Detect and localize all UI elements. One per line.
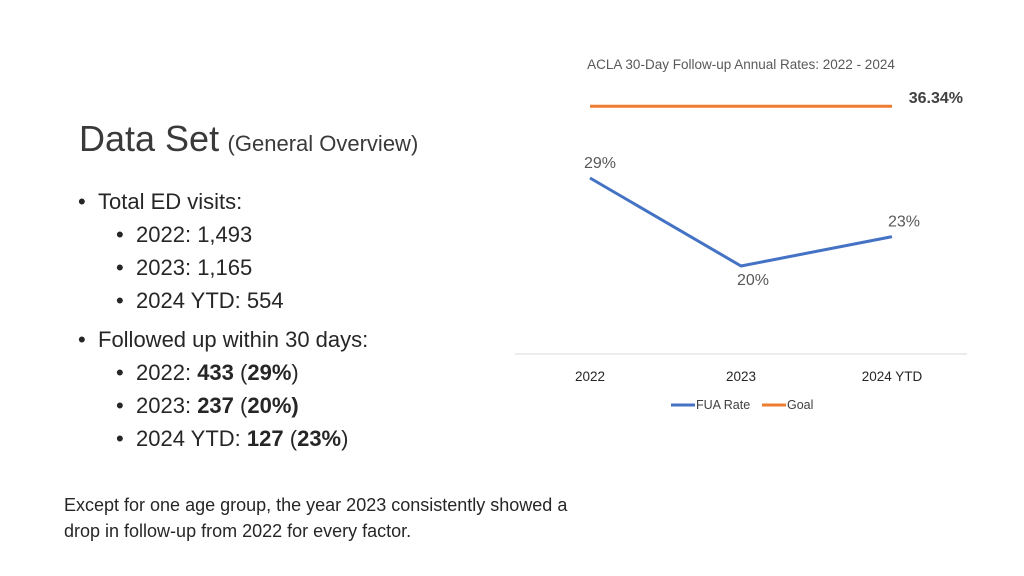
bullet-paren-open: ( xyxy=(240,393,248,418)
bullet-followed-up: Followed up within 30 days: xyxy=(76,323,368,356)
legend-label-fua-rate: FUA Rate xyxy=(696,398,750,412)
x-tick-label: 2024 YTD xyxy=(862,369,923,384)
bullet-paren-open: ( xyxy=(289,426,298,451)
fua-rate-series-line xyxy=(589,176,893,268)
bullet-count: 554 xyxy=(246,288,284,313)
bullet-label: Followed up within 30 days: xyxy=(98,327,369,352)
bullet-label: Total ED visits: xyxy=(98,189,243,214)
chart-marks: 36.34% 29% 20% 23% 2022 2023 2024 YTD FUA Rate G… xyxy=(575,90,963,412)
bullet-year: 2024 YTD: xyxy=(136,426,241,451)
bullet-percent: 23% xyxy=(297,426,342,451)
x-tick-label: 2023 xyxy=(726,369,756,384)
bullet-followup-2022: 2022: 433 (29%) xyxy=(76,356,368,389)
bullet-followup-2024: 2024 YTD: 127 (23%) xyxy=(76,422,368,455)
bullet-paren-open: ( xyxy=(240,360,248,385)
bullet-percent: 20%) xyxy=(247,393,299,418)
bullet-count: 1,493 xyxy=(197,222,253,247)
footnote: Except for one age group, the year 2023 … xyxy=(64,495,568,541)
bullet-count: 127 xyxy=(246,426,284,451)
bullet-list: Total ED visits: 2022: 1,493 2023: 1,165… xyxy=(76,185,368,455)
goal-end-label: 36.34% xyxy=(909,90,963,107)
chart-title: ACLA 30-Day Follow-up Annual Rates: 2022… xyxy=(587,57,895,72)
bullet-visits-2023: 2023: 1,165 xyxy=(76,251,368,284)
fua-data-label: 29% xyxy=(584,155,616,172)
bullet-year: 2023: xyxy=(136,393,192,418)
x-tick-label: 2022 xyxy=(575,369,605,384)
bullet-year: 2023: xyxy=(136,255,192,280)
legend-label-goal: Goal xyxy=(787,398,813,412)
bullet-count: 433 xyxy=(197,360,234,385)
bullet-year: 2022: xyxy=(136,222,192,247)
bullet-visits-2024: 2024 YTD: 554 xyxy=(76,284,368,317)
bullet-paren-close: ) xyxy=(291,360,299,385)
bullet-count: 1,165 xyxy=(197,255,253,280)
bullet-total-ed-visits: Total ED visits: xyxy=(76,185,368,218)
slide-title: Data Set (General Overview) xyxy=(79,118,418,160)
bullet-percent: 29% xyxy=(247,360,292,385)
bullet-year: 2022: xyxy=(136,360,192,385)
title-subtitle: (General Overview) xyxy=(227,131,419,156)
bullet-count: 237 xyxy=(197,393,234,418)
bullet-year: 2024 YTD: xyxy=(136,288,241,313)
title-main: Data Set xyxy=(79,118,220,159)
fua-data-label: 23% xyxy=(888,214,920,231)
bullet-paren-close: ) xyxy=(341,426,349,451)
bullet-followup-2023: 2023: 237 (20%) xyxy=(76,389,368,422)
fua-data-label: 20% xyxy=(737,272,769,289)
bullet-visits-2022: 2022: 1,493 xyxy=(76,218,368,251)
